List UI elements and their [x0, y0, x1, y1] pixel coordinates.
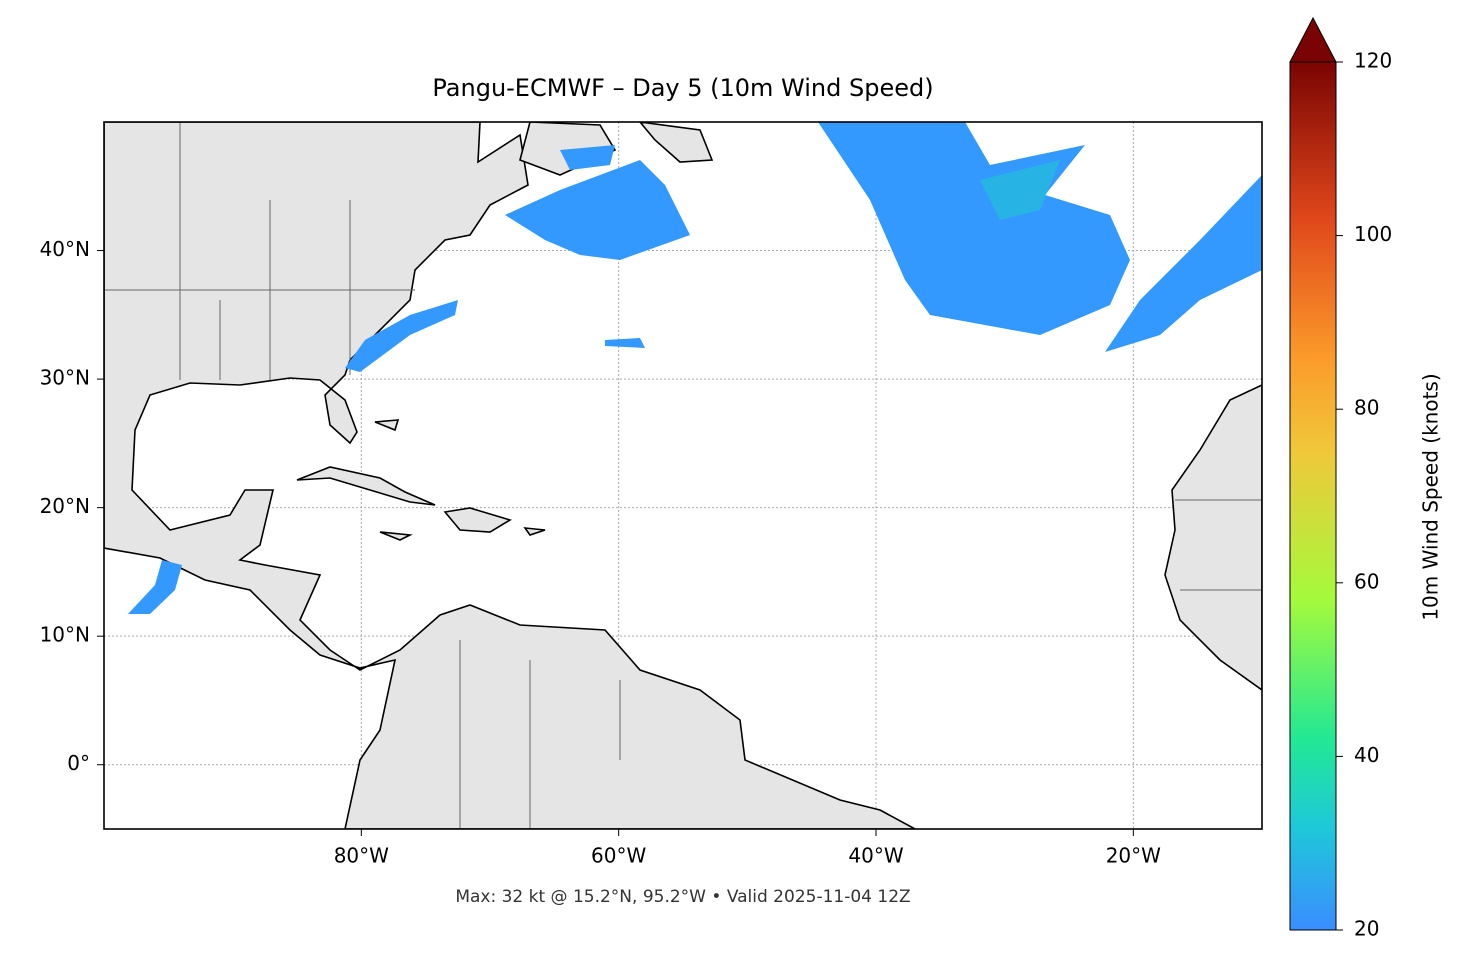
colorbar-tick-label: 100 — [1354, 222, 1392, 246]
colorbar-label: 10m Wind Speed (knots) — [1419, 373, 1443, 620]
y-tick-label: 40°N — [40, 237, 90, 261]
wind-region — [345, 300, 645, 372]
y-tick-label: 30°N — [40, 366, 90, 390]
colorbar — [1289, 61, 1337, 931]
x-tick-label: 80°W — [334, 844, 389, 868]
americas — [104, 122, 916, 829]
cuba — [296, 466, 436, 506]
footnote: Max: 32 kt @ 15.2°N, 95.2°W • Valid 2025… — [455, 887, 910, 907]
colorbar-tick-label: 60 — [1354, 569, 1379, 593]
x-tick-label: 20°W — [1106, 844, 1161, 868]
africa — [1164, 384, 1262, 691]
wind-core — [980, 160, 1060, 220]
colorbar-tick-label: 80 — [1354, 396, 1379, 420]
y-tick-label: 0° — [67, 751, 90, 775]
wind-region — [818, 122, 1130, 335]
colorbar-tick-label: 20 — [1354, 917, 1379, 941]
wind-region — [128, 560, 182, 614]
y-tick-label: 10°N — [40, 623, 90, 647]
canada-east — [519, 122, 714, 176]
islands — [374, 419, 546, 541]
map-frame — [103, 121, 1263, 830]
y-tick-label: 20°N — [40, 494, 90, 518]
map-title: Pangu-ECMWF – Day 5 (10m Wind Speed) — [432, 74, 933, 102]
hispaniola — [443, 507, 512, 533]
wind-region — [1105, 175, 1262, 352]
wind-region — [505, 145, 690, 260]
x-tick-label: 60°W — [591, 844, 646, 868]
colorbar-tick-label: 120 — [1354, 49, 1392, 73]
x-tick-label: 40°W — [848, 844, 903, 868]
map-area — [104, 122, 1262, 829]
borders — [104, 122, 1262, 829]
colorbar-tick-label: 40 — [1354, 743, 1379, 767]
colorbar-extend — [1289, 16, 1337, 63]
